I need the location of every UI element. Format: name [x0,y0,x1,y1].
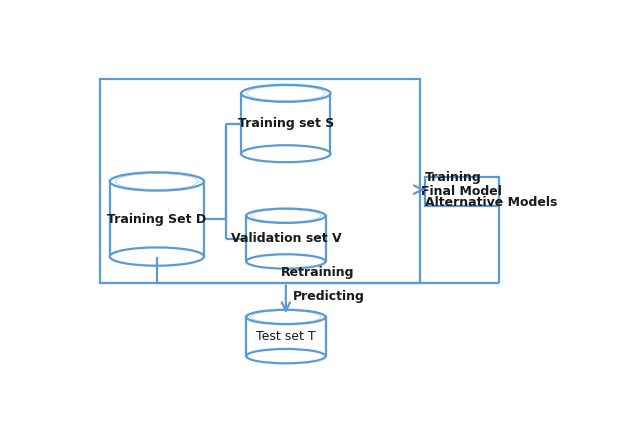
Ellipse shape [246,254,326,269]
Ellipse shape [246,209,326,223]
Ellipse shape [246,310,326,324]
Text: Alternative Models: Alternative Models [425,195,557,209]
Bar [241,93,330,154]
Ellipse shape [241,85,330,102]
Text: Final Model: Final Model [422,185,502,198]
Ellipse shape [246,349,326,363]
Text: Retraining: Retraining [282,266,355,279]
Text: Validation set V: Validation set V [230,232,341,245]
Bar [246,216,326,262]
FancyBboxPatch shape [425,176,499,206]
Bar [110,181,204,257]
Ellipse shape [241,145,330,162]
Bar [246,317,326,356]
Text: Predicting: Predicting [293,290,365,303]
Ellipse shape [110,172,204,191]
Text: Test set T: Test set T [256,330,316,343]
Text: Training: Training [425,171,481,184]
Text: Training set S: Training set S [237,117,334,130]
Text: Training Set D: Training Set D [108,212,207,226]
Ellipse shape [110,248,204,266]
